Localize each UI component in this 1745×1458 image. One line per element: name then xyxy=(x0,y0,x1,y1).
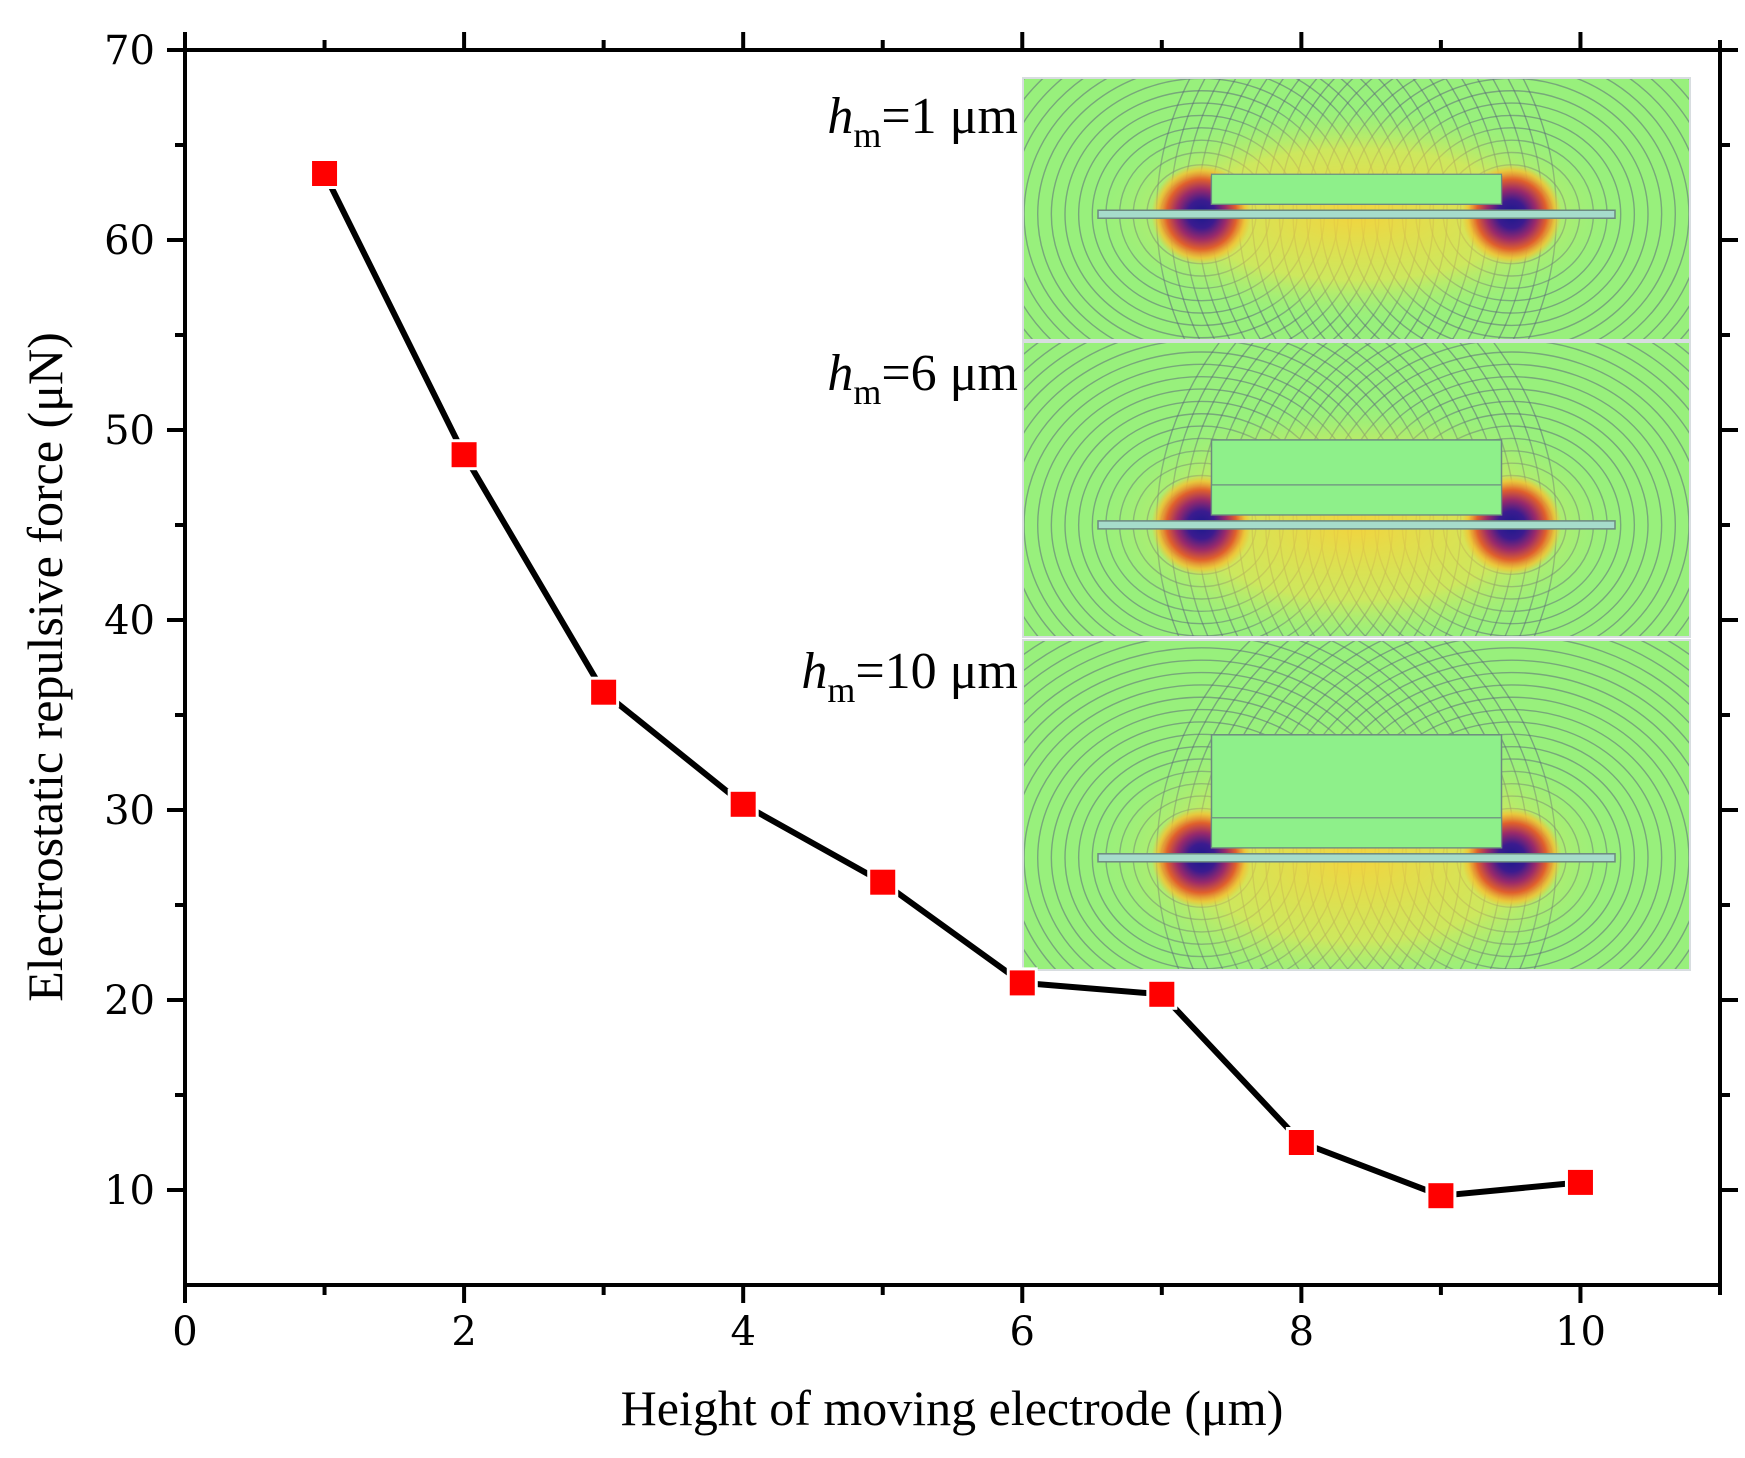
inset-label: hm=10 μm xyxy=(801,643,1018,710)
series-line xyxy=(321,172,1581,1199)
field-plot-inset: hm=10 μm xyxy=(801,639,1691,971)
x-tick-label: 6 xyxy=(1010,1309,1035,1355)
tick-labels: 0 2 4 6 8 10 10 20 30 40 50 60 70 xyxy=(104,28,1606,1355)
data-point xyxy=(1146,978,1178,1010)
axis-ticks xyxy=(167,32,1738,1303)
data-point xyxy=(727,788,759,820)
markers xyxy=(309,158,1596,1212)
x-tick-label: 8 xyxy=(1289,1309,1314,1355)
y-tick-label: 20 xyxy=(104,978,155,1024)
data-point xyxy=(1285,1127,1317,1158)
x-tick-label: 2 xyxy=(451,1309,476,1355)
data-point xyxy=(309,158,341,189)
y-tick-label: 40 xyxy=(104,598,155,644)
y-tick-label: 70 xyxy=(104,28,155,74)
y-axis-title: Electrostatic repulsive force (μN) xyxy=(17,332,73,1002)
x-tick-label: 4 xyxy=(730,1309,755,1355)
y-tick-label: 30 xyxy=(104,788,155,834)
y-tick-label: 50 xyxy=(104,408,155,454)
data-point xyxy=(867,866,899,898)
data-point xyxy=(448,439,480,471)
y-tick-label: 60 xyxy=(104,218,155,264)
data-point xyxy=(588,676,620,708)
y-tick-label: 10 xyxy=(104,1168,155,1214)
field-plot-inset: hm=6 μm xyxy=(827,341,1691,638)
field-plot-inset: hm=1 μm xyxy=(827,77,1691,341)
x-axis-title: Height of moving electrode (μm) xyxy=(621,1380,1284,1436)
x-tick-label: 0 xyxy=(172,1309,197,1355)
x-tick-label: 10 xyxy=(1555,1309,1606,1355)
inset-label: hm=6 μm xyxy=(827,345,1018,412)
plot-frame xyxy=(183,48,1722,1287)
data-point xyxy=(1006,967,1038,999)
series xyxy=(321,172,1581,1199)
data-point xyxy=(1564,1166,1596,1198)
inset-label: hm=1 μm xyxy=(827,88,1018,155)
field-plot-insets: hm=1 μm hm=6 μm hm=10 μm xyxy=(801,77,1691,971)
data-point xyxy=(1425,1180,1457,1212)
